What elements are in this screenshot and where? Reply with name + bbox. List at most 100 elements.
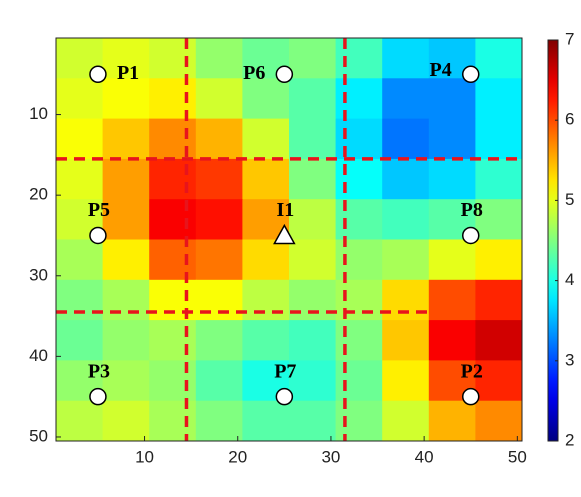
heat-cell: [335, 400, 383, 441]
x-tick-label: 20: [228, 447, 247, 466]
marker-circle: [89, 226, 107, 245]
heat-cell: [195, 78, 243, 120]
heat-cell: [195, 360, 243, 402]
point-label: P2: [461, 360, 483, 382]
heat-cell: [428, 78, 476, 120]
colorbar-tick-label: 2: [565, 430, 574, 449]
heat-cell: [475, 360, 522, 402]
heat-cell: [475, 38, 522, 79]
heat-cell: [289, 38, 337, 79]
heat-cell: [56, 400, 104, 441]
heat-cell: [242, 78, 290, 120]
point-label: P8: [461, 199, 483, 221]
heat-cell: [289, 78, 337, 120]
heat-cell: [428, 118, 476, 160]
heat-cell: [102, 279, 150, 321]
heat-cell: [289, 320, 337, 361]
heat-cell: [195, 279, 243, 321]
heat-cell: [335, 38, 383, 79]
heat-cell: [102, 360, 150, 402]
heat-cell: [102, 320, 150, 361]
heat-cell: [289, 360, 337, 402]
heat-cell: [382, 199, 430, 240]
heat-cell: [102, 199, 150, 240]
heat-cell: [382, 118, 430, 160]
marker-circle: [461, 65, 480, 84]
heat-cell: [428, 158, 476, 200]
heat-cell: [382, 38, 430, 79]
colorbar-tick-label: 7: [565, 29, 574, 48]
heat-cell: [475, 239, 522, 281]
heat-cell: [149, 158, 197, 200]
heat-cell: [242, 158, 290, 200]
heat-cell: [149, 38, 197, 79]
point-label: P7: [274, 360, 296, 382]
heat-cell: [335, 158, 383, 200]
heat-cell: [102, 38, 150, 79]
y-tick-label: 50: [29, 426, 48, 445]
overlay: P1 P6 P4 P5 I1 P8 P3 P7 P2 10 20 30 40 50 10 20 30 40 50 2 3…: [29, 29, 574, 466]
heat-cell: [382, 239, 430, 281]
heat-cell: [335, 360, 383, 402]
colorbar-tick-label: 3: [565, 350, 574, 369]
point-label: P4: [430, 59, 452, 81]
heat-cell: [475, 78, 522, 120]
point-label: P6: [243, 62, 265, 84]
heat-cell: [242, 118, 290, 160]
heat-cell: [335, 239, 383, 281]
heat-cell: [335, 78, 383, 120]
heat-cell: [242, 239, 290, 281]
marker-circle: [461, 226, 480, 245]
heat-cell: [149, 199, 197, 240]
heat-cell: [149, 400, 197, 441]
heat-cell: [475, 279, 522, 321]
axes-frame: [55, 37, 523, 442]
x-tick-label: 30: [321, 447, 340, 466]
heat-cell: [428, 320, 476, 361]
x-tick-label: 40: [415, 447, 434, 466]
heat-cell: [382, 400, 430, 441]
heat-cell: [289, 239, 337, 281]
heat-cell: [289, 400, 337, 441]
heat-cell: [382, 279, 430, 321]
heat-cell: [56, 279, 104, 321]
plot-area: [56, 38, 522, 441]
heat-cell: [56, 78, 104, 120]
marker-circle: [275, 387, 294, 406]
y-tick-label: 30: [29, 265, 48, 284]
marker-circle: [89, 65, 107, 84]
heat-cell: [102, 78, 150, 120]
heat-cell: [56, 158, 104, 200]
heat-cell: [102, 118, 150, 160]
marker-circle: [89, 387, 107, 406]
marker-circle: [275, 65, 294, 84]
heat-cell: [102, 158, 150, 200]
heat-cell: [475, 199, 522, 240]
heat-cell: [382, 158, 430, 200]
heat-cell: [56, 320, 104, 361]
heat-cell: [335, 118, 383, 160]
heat-cell: [195, 199, 243, 240]
heat-cell: [428, 400, 476, 441]
heat-cell: [335, 320, 383, 361]
x-tick-label: 50: [508, 447, 527, 466]
heat-cell: [289, 118, 337, 160]
heat-cell: [195, 239, 243, 281]
heat-cell: [289, 279, 337, 321]
colorbar-tick-label: 4: [565, 270, 574, 289]
heat-cell: [382, 320, 430, 361]
y-tick-label: 10: [29, 104, 48, 123]
heat-cell: [475, 158, 522, 200]
heat-cell: [242, 400, 290, 441]
heat-cell: [475, 400, 522, 441]
heat-cell: [149, 239, 197, 281]
marker-circle: [461, 387, 480, 406]
heat-cell: [428, 239, 476, 281]
colorbar: [547, 39, 559, 442]
heat-cell: [195, 320, 243, 361]
colorbar-tick-label: 5: [565, 190, 574, 209]
heat-cell: [382, 78, 430, 120]
heat-cell: [475, 118, 522, 160]
heat-cell: [428, 279, 476, 321]
